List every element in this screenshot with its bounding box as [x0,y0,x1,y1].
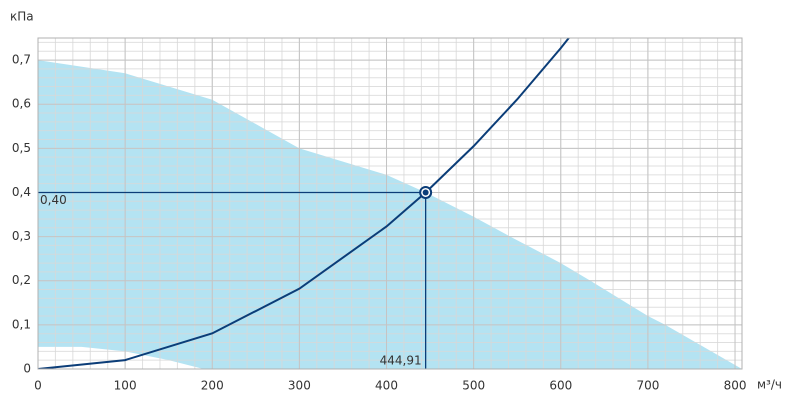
op-y-label: 0,40 [40,193,67,207]
x-tick-label: 500 [462,379,485,393]
x-tick-label: 100 [114,379,137,393]
y-axis-label: кПа [10,10,34,24]
x-tick-label: 400 [375,379,398,393]
x-tick-label: 600 [549,379,572,393]
plot-border [37,37,743,370]
op-x-label: 444,91 [380,354,422,368]
y-tick-label: 0,6 [12,97,31,111]
x-tick-label: 0 [34,379,42,393]
y-tick-label: 0,5 [12,141,31,155]
y-tick-label: 0 [23,362,31,376]
x-tick-label: 700 [636,379,659,393]
x-tick-label: 800 [724,379,747,393]
y-tick-label: 0,4 [12,185,31,199]
operating-point-dot [422,189,429,196]
y-tick-label: 0,2 [12,273,31,287]
y-tick-label: 0,1 [12,317,31,331]
x-axis-label: м³/ч [757,378,782,392]
operating-area [38,60,742,369]
area-lower-cut [38,346,204,369]
x-tick-label: 200 [201,379,224,393]
y-tick-label: 0,7 [12,53,31,67]
y-tick-label: 0,3 [12,229,31,243]
plot [38,38,742,369]
system-curve [38,38,571,369]
x-tick-label: 300 [288,379,311,393]
